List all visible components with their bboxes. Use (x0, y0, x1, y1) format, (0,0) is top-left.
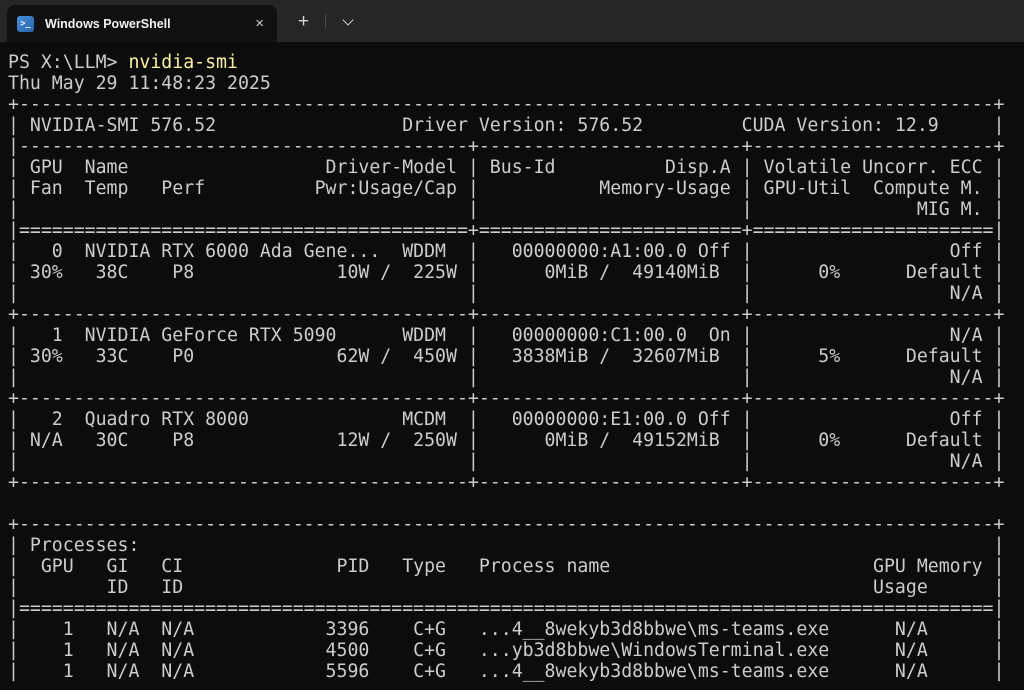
tab-dropdown-button[interactable] (338, 13, 358, 28)
terminal-line: +---------------------------------------… (8, 388, 1005, 409)
terminal-line: | N/A 30C P8 12W / 250W | 0MiB / 49152Mi… (8, 430, 1005, 451)
chevron-down-icon (342, 13, 354, 26)
terminal-line: | 2 Quadro RTX 8000 MCDM | 00000000:E1:0… (8, 409, 1005, 430)
tab-title: Windows PowerShell (45, 16, 171, 31)
terminal-line: | NVIDIA-SMI 576.52 Driver Version: 576.… (8, 115, 1005, 136)
tab-close-icon[interactable]: × (255, 15, 264, 32)
terminal-line: | 30% 33C P0 62W / 450W | 3838MiB / 3260… (8, 346, 1005, 367)
terminal-line: | 1 N/A N/A 4500 C+G ...yb3d8bbwe\Window… (8, 640, 1005, 661)
terminal-line: +---------------------------------------… (8, 472, 1005, 493)
terminal-line: | 1 N/A N/A 5596 C+G ...4__8wekyb3d8bbwe… (8, 661, 1005, 682)
terminal-line: +---------------------------------------… (8, 514, 1005, 535)
terminal-line: Thu May 29 11:48:23 2025 (8, 73, 271, 94)
terminal-line (8, 493, 1024, 514)
terminal-line: | Fan Temp Perf Pwr:Usage/Cap | Memory-U… (8, 178, 1005, 199)
prompt-text: PS X:\LLM> (8, 52, 129, 73)
terminal-line: |---------------------------------------… (8, 136, 1005, 157)
terminal-line: | GPU Name Driver-Model | Bus-Id Disp.A … (8, 157, 1005, 178)
tab-windows-powershell[interactable]: >_ Windows PowerShell × (7, 5, 277, 42)
terminal-line: +---------------------------------------… (8, 94, 1005, 115)
powershell-icon: >_ (17, 15, 34, 32)
terminal-line: +---------------------------------------… (8, 304, 1005, 325)
terminal-line: |=======================================… (8, 598, 1005, 619)
terminal-line: | Processes: | (8, 535, 1005, 556)
terminal-line: | 1 N/A N/A 3396 C+G ...4__8wekyb3d8bbwe… (8, 619, 1005, 640)
terminal-line: | 0 NVIDIA RTX 6000 Ada Gene... WDDM | 0… (8, 241, 1005, 262)
terminal-line: | | | N/A | (8, 283, 1005, 304)
terminal-line: | | | N/A | (8, 451, 1005, 472)
command-text: nvidia-smi (128, 52, 238, 73)
terminal-output: Thu May 29 11:48:23 2025 +---------------… (8, 73, 1024, 682)
prompt-line: PS X:\LLM> nvidia-smi (8, 52, 1024, 73)
terminal-line: | | | MIG M. | (8, 199, 1005, 220)
terminal-line: | GPU GI CI PID Type Process name GPU Me… (8, 556, 1005, 577)
terminal-content[interactable]: PS X:\LLM> nvidia-smi Thu May 29 11:48:2… (0, 42, 1024, 690)
new-tab-button[interactable]: + (298, 10, 310, 32)
terminal-line: | ID ID Usage | (8, 577, 1005, 598)
terminal-line: | 1 NVIDIA GeForce RTX 5090 WDDM | 00000… (8, 325, 1005, 346)
terminal-line: |=======================================… (8, 220, 1005, 241)
terminal-line: | 30% 38C P8 10W / 225W | 0MiB / 49140Mi… (8, 262, 1005, 283)
tab-bar: >_ Windows PowerShell × + (0, 0, 1024, 42)
tab-bar-divider (325, 13, 327, 29)
terminal-line: | | | N/A | (8, 367, 1005, 388)
